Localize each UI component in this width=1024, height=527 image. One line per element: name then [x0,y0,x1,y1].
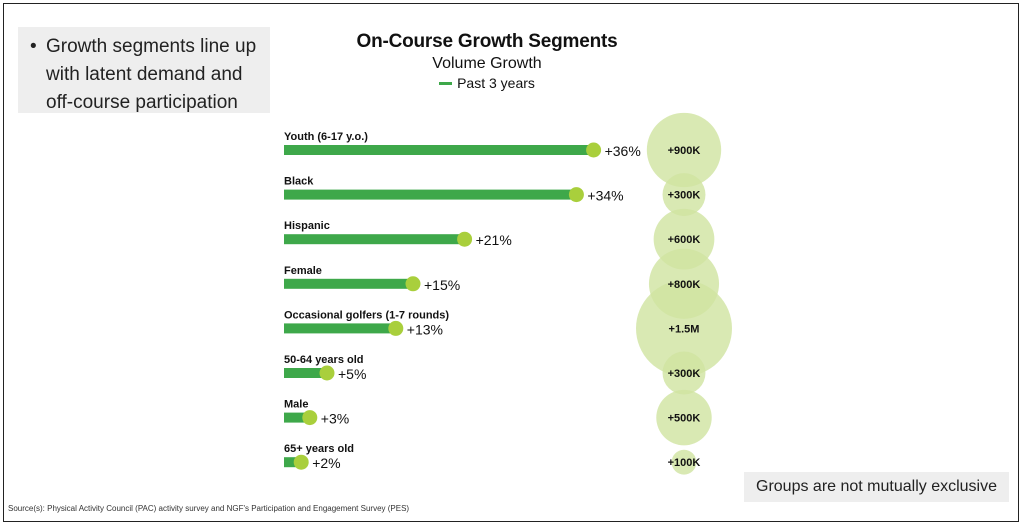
callout-box: • Growth segments line up with latent de… [18,27,270,113]
bubble-label-0: +900K [668,145,701,157]
callout-bullet: • [30,36,37,57]
category-label-0: Youth (6-17 y.o.) [284,131,368,143]
bubble-label-2: +600K [668,234,701,246]
bar-end-dot-7 [293,454,309,470]
category-label-5: 50-64 years old [284,354,364,366]
category-label-2: Hispanic [284,220,330,232]
bar-4 [284,323,396,334]
value-label-3: +15% [424,277,460,293]
bar-end-dot-3 [405,276,421,292]
bubble-1 [662,173,706,217]
bar-end-dot-4 [388,320,404,336]
value-label-2: +21% [476,232,512,248]
value-label-5: +5% [338,366,366,382]
bar-3 [284,278,413,289]
bubble-6 [656,389,712,446]
chart-legend: Past 3 years [348,74,626,92]
value-label-4: +13% [407,321,443,337]
bar-6 [284,412,310,423]
bubble-label-3: +800K [668,279,701,291]
bubble-0 [646,112,722,188]
chart-header: On-Course Growth Segments Volume Growth … [348,30,626,92]
category-label-1: Black [284,176,314,188]
bubble-label-6: +500K [668,413,701,425]
legend-swatch [439,81,453,85]
category-label-3: Female [284,265,322,277]
value-label-6: +3% [321,411,349,427]
value-label-1: +34% [587,188,623,204]
bubble-label-5: +300K [668,368,701,380]
chart-subtitle: Volume Growth [432,55,542,72]
exclusivity-note: Groups are not mutually exclusive [744,472,1009,502]
bar-end-dot-5 [319,365,335,381]
bar-7 [284,457,302,468]
bar-end-dot-2 [457,231,473,247]
bubble-7 [671,449,697,475]
bubble-label-7: +100K [668,457,701,469]
category-label-7: 65+ years old [284,443,354,455]
legend-label: Past 3 years [457,75,535,91]
bar-2 [284,234,465,245]
bubble-4 [636,280,732,377]
bar-end-dot-6 [302,410,318,426]
bar-end-dot-0 [586,142,602,158]
source-note: Source(s): Physical Activity Council (PA… [8,504,410,513]
value-label-7: +2% [312,455,340,471]
bubble-label-1: +300K [668,190,701,202]
category-label-6: Male [284,399,308,411]
bar-0 [284,145,594,155]
category-label-4: Occasional golfers (1-7 rounds) [284,309,449,321]
bar-1 [284,189,577,200]
callout-text: Growth segments line up with latent dema… [46,36,257,113]
value-label-0: +36% [605,143,641,159]
bar-end-dot-1 [568,187,584,203]
bar-5 [284,368,327,378]
bubble-5 [662,351,706,395]
bubble-label-4: +1.5M [669,323,700,335]
chart-title: On-Course Growth Segments [356,31,618,52]
